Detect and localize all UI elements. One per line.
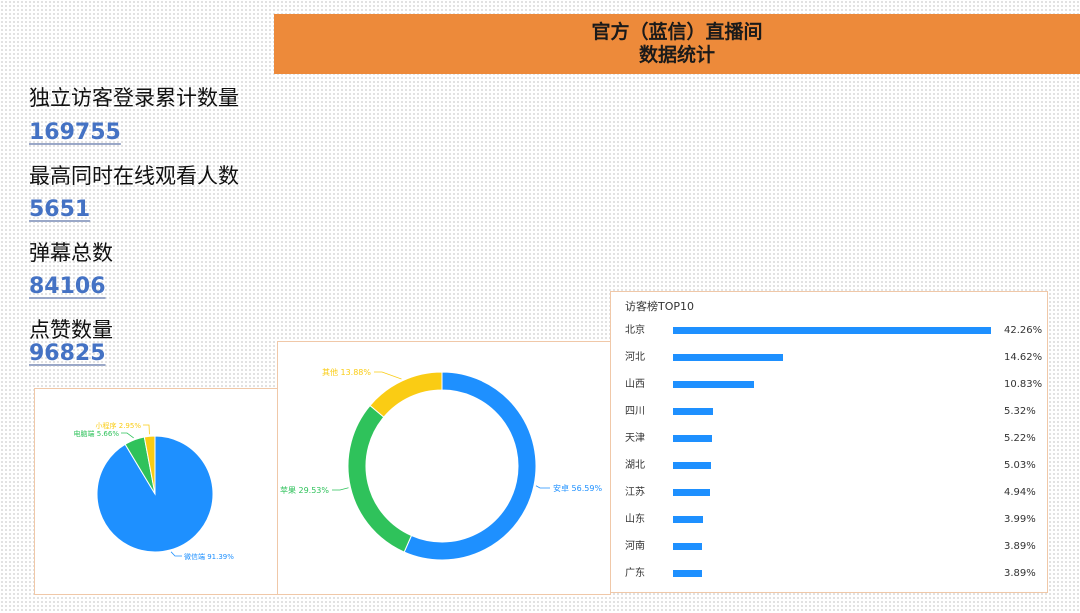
top10-row: 河南 3.89% xyxy=(611,540,1049,554)
top10-region-label: 江苏 xyxy=(625,487,645,498)
top10-value-label: 5.22% xyxy=(1004,433,1036,444)
page-banner: 官方（蓝信）直播间 数据统计 xyxy=(274,14,1080,74)
top10-region-label: 四川 xyxy=(625,406,645,417)
top10-value-label: 5.03% xyxy=(1004,460,1036,471)
top10-value-label: 10.83% xyxy=(1004,379,1043,390)
pie-data-label: 微信端 91.39% xyxy=(184,552,234,561)
stat-peak-online-value: 5651 xyxy=(29,197,91,222)
device-donut-panel: 安卓 56.59% 苹果 29.53% 其他 13.88% xyxy=(277,341,611,595)
pie-data-label: 电脑端 5.66% xyxy=(74,429,120,438)
terminal-pie-chart: 微信端 91.39% 电脑端 5.66%小程序 2.95% xyxy=(74,421,235,561)
banner-title: 官方（蓝信）直播间 xyxy=(591,21,763,43)
top10-value-label: 4.94% xyxy=(1004,487,1036,498)
stat-danmaku-value: 84106 xyxy=(29,274,106,299)
top10-bar xyxy=(673,543,703,550)
top10-bar xyxy=(673,381,755,388)
top10-value-label: 42.26% xyxy=(1004,325,1043,336)
pie-slice-安卓 xyxy=(403,371,537,561)
pie-leader-line xyxy=(170,551,182,557)
top10-row: 江苏 4.94% xyxy=(611,486,1049,500)
top10-region-label: 广东 xyxy=(625,568,645,579)
pie-data-label: 安卓 56.59% xyxy=(553,483,602,493)
top10-row: 山西 10.83% xyxy=(611,378,1049,392)
top10-value-label: 3.99% xyxy=(1004,514,1036,525)
top10-row: 湖北 5.03% xyxy=(611,459,1049,473)
pie-leader-line xyxy=(332,487,349,491)
stat-visitors-label: 独立访客登录累计数量 xyxy=(29,86,239,110)
top10-region-label: 北京 xyxy=(625,325,645,336)
top10-panel: 访客榜TOP10 北京 42.26% 河北 14.62% 山西 10.83% 四川 5.32%… xyxy=(610,291,1048,593)
pie-slice-其他 xyxy=(369,371,443,418)
pie-slice-小程序 xyxy=(143,435,156,495)
top10-row: 山东 3.99% xyxy=(611,513,1049,527)
top10-row: 北京 42.26% xyxy=(611,324,1049,338)
stat-peak-online-label: 最高同时在线观看人数 xyxy=(29,164,239,188)
top10-bar xyxy=(673,489,711,496)
banner-subtitle: 数据统计 xyxy=(638,44,715,66)
top10-row: 天津 5.22% xyxy=(611,432,1049,446)
top10-region-label: 河北 xyxy=(625,352,645,363)
top10-title: 访客榜TOP10 xyxy=(625,300,695,313)
top10-region-label: 山东 xyxy=(625,514,645,525)
stat-likes-label: 点赞数量 xyxy=(29,318,113,342)
top10-region-label: 湖北 xyxy=(625,460,645,471)
top10-bar xyxy=(673,570,703,577)
stat-likes-value: 96825 xyxy=(29,341,106,366)
top10-bar xyxy=(673,327,991,334)
terminal-pie-panel: 微信端 91.39% 电脑端 5.66% 小程序 2.95% xyxy=(34,388,280,595)
stat-visitors-value: 169755 xyxy=(29,120,121,145)
pie-leader-line xyxy=(143,424,150,435)
top10-row: 河北 14.62% xyxy=(611,351,1049,365)
pie-leader-line xyxy=(374,371,402,380)
top10-value-label: 3.89% xyxy=(1004,541,1036,552)
top10-value-label: 3.89% xyxy=(1004,568,1036,579)
top10-region-label: 天津 xyxy=(625,433,645,444)
top10-bar xyxy=(673,435,713,442)
top10-row: 广东 3.89% xyxy=(611,567,1049,581)
pie-leader-line xyxy=(535,485,550,489)
top10-value-label: 5.32% xyxy=(1004,406,1036,417)
top10-bar xyxy=(673,408,714,415)
pie-leader-line xyxy=(121,432,134,439)
device-donut-chart: 安卓 56.59% 苹果 29.53% 其他 13.88% xyxy=(280,367,602,561)
top10-bar xyxy=(673,354,783,361)
pie-slice-苹果 xyxy=(347,404,413,553)
top10-row: 四川 5.32% xyxy=(611,405,1049,419)
pie-data-label: 苹果 29.53% xyxy=(280,485,329,495)
pie-data-label: 小程序 2.95% xyxy=(96,421,142,430)
pie-data-label: 其他 13.88% xyxy=(322,367,371,377)
top10-value-label: 14.62% xyxy=(1004,352,1043,363)
stat-danmaku-label: 弹幕总数 xyxy=(29,241,113,265)
top10-region-label: 山西 xyxy=(625,379,645,390)
top10-region-label: 河南 xyxy=(625,541,645,552)
top10-bar xyxy=(673,462,711,469)
top10-bar xyxy=(673,516,704,523)
